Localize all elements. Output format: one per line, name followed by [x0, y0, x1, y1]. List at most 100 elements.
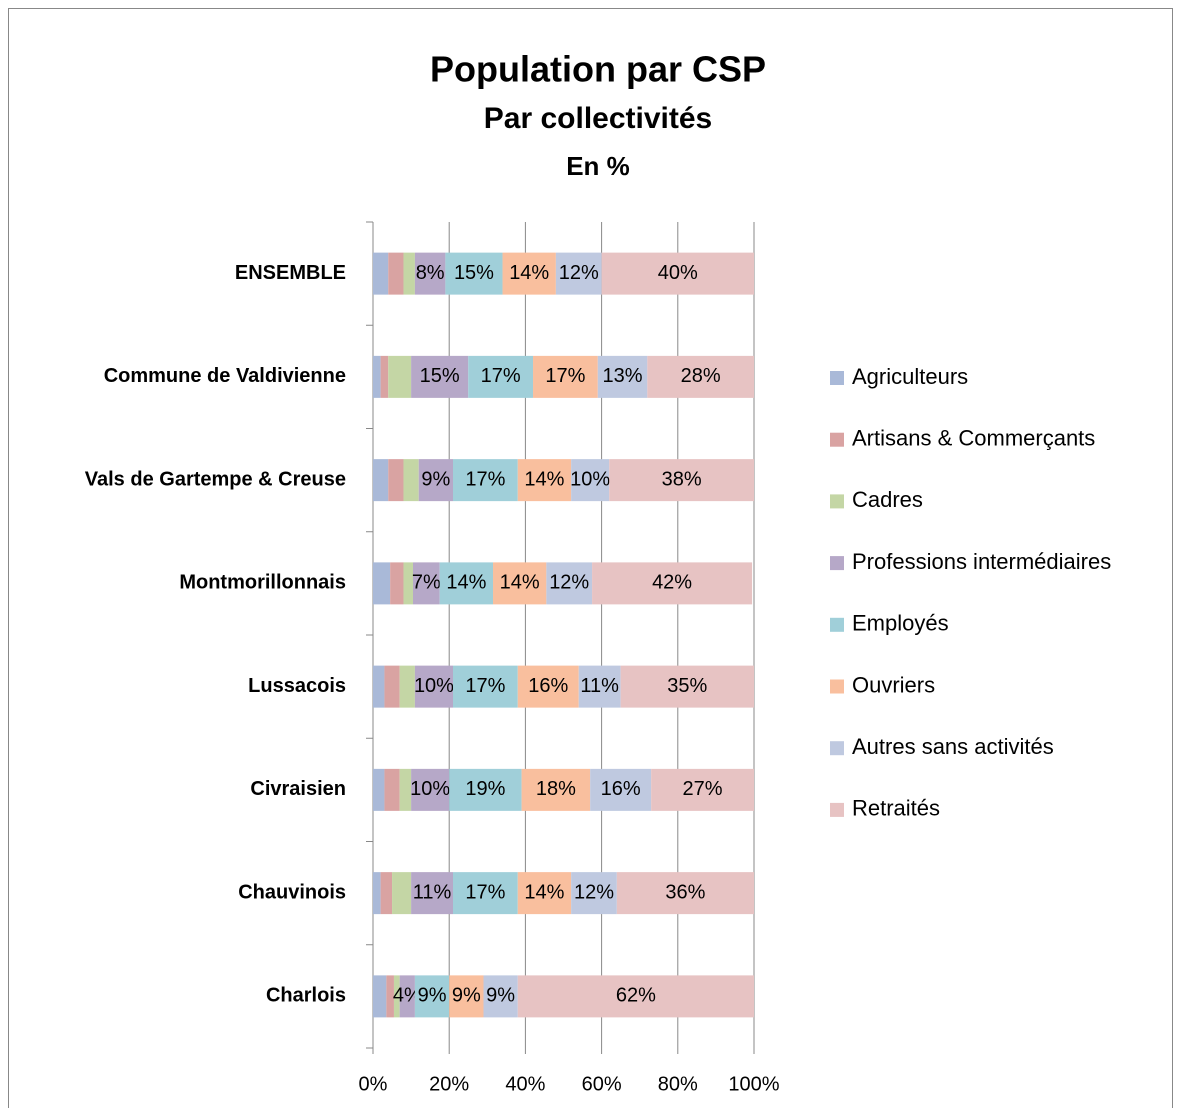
category-label: Chauvinois — [238, 881, 346, 903]
data-label: 17% — [481, 365, 521, 387]
bar-segment — [555, 252, 602, 295]
data-label: 9% — [486, 985, 515, 1007]
data-label: 12% — [549, 572, 589, 594]
bar-segment — [373, 665, 385, 708]
data-label: 62% — [616, 985, 656, 1007]
bar-segment — [392, 872, 412, 915]
bar-segment — [411, 355, 469, 398]
bar-segment — [592, 562, 753, 605]
bar-segment — [393, 975, 400, 1018]
bar-segment — [384, 665, 400, 708]
bar-segment — [414, 665, 454, 708]
legend-label: Employés — [852, 611, 949, 636]
legend-label: Artisans & Commerçants — [852, 426, 1095, 451]
bar-segment — [403, 459, 419, 502]
category-label: Vals de Gartempe & Creuse — [85, 468, 346, 490]
category-label: Charlois — [266, 985, 346, 1007]
x-tick-label: 80% — [658, 1073, 698, 1095]
category-label: Commune de Valdivienne — [104, 365, 346, 387]
data-label: 13% — [603, 365, 643, 387]
legend-swatch — [830, 679, 844, 694]
bar-segment — [453, 459, 518, 502]
bar-segment — [493, 562, 547, 605]
data-label: 14% — [524, 881, 564, 903]
bar-segment — [388, 459, 404, 502]
data-label: 9% — [418, 985, 447, 1007]
data-label: 10% — [414, 675, 454, 697]
bar-segment — [449, 975, 484, 1018]
data-label: 17% — [465, 675, 505, 697]
chart-subtitle: Par collectivités — [484, 102, 712, 135]
bar-segment — [373, 355, 381, 398]
bar-segment — [616, 872, 754, 915]
data-label: 40% — [658, 262, 698, 284]
data-label: 15% — [420, 365, 460, 387]
data-label: 16% — [528, 675, 568, 697]
legend-swatch — [830, 802, 844, 817]
category-label: ENSEMBLE — [235, 262, 346, 284]
bar-segment — [373, 562, 391, 605]
data-label: 9% — [421, 468, 450, 490]
bar-segment — [468, 355, 534, 398]
bar-segment — [601, 252, 754, 295]
data-label: 36% — [665, 881, 705, 903]
x-tick-label: 100% — [728, 1073, 779, 1095]
bar-segment — [411, 872, 454, 915]
bar-segment — [439, 562, 494, 605]
legend-swatch — [830, 617, 844, 632]
bar-segment — [571, 459, 610, 502]
bar-segment — [517, 665, 579, 708]
bar-segment — [414, 975, 450, 1018]
legend-swatch — [830, 556, 844, 571]
data-label: 38% — [662, 468, 702, 490]
x-tick-label: 0% — [359, 1073, 388, 1095]
bar-segment — [546, 562, 593, 605]
bar-segment — [386, 975, 394, 1018]
bar-segment — [373, 975, 387, 1018]
bar-segment — [521, 768, 591, 811]
bar-segment — [453, 665, 518, 708]
data-label: 14% — [500, 572, 540, 594]
bar-segment — [647, 355, 754, 398]
data-label: 14% — [509, 262, 549, 284]
bar-segment — [390, 562, 404, 605]
category-label: Civraisien — [250, 778, 346, 800]
bar-segment — [399, 975, 415, 1018]
bar-segment — [578, 665, 621, 708]
bar-segment — [418, 459, 454, 502]
bar-segment — [533, 355, 598, 398]
data-label: 11% — [413, 881, 452, 903]
bar-segment — [590, 768, 652, 811]
legend-label: Retraités — [852, 796, 940, 821]
bar-segment — [403, 252, 415, 295]
bar-segment — [373, 768, 385, 811]
bar-segment — [380, 355, 389, 398]
chart-title: Population par CSP — [430, 49, 766, 90]
legend-swatch — [830, 432, 844, 447]
data-label: 42% — [652, 572, 692, 594]
legend-swatch — [830, 741, 844, 756]
bar-segment — [571, 872, 617, 915]
data-label: 17% — [465, 881, 505, 903]
data-label: 16% — [601, 778, 641, 800]
legend-label: Cadres — [852, 487, 923, 512]
bar-segment — [403, 562, 414, 605]
chart-frame — [8, 8, 1173, 1108]
unit-label: En % — [566, 151, 630, 181]
bar-segment — [411, 768, 450, 811]
data-label: 12% — [559, 262, 599, 284]
data-label: 10% — [410, 778, 450, 800]
bar-segment — [517, 975, 754, 1018]
data-label: 19% — [465, 778, 505, 800]
bar-segment — [445, 252, 503, 295]
data-label: 12% — [574, 881, 614, 903]
data-label: 27% — [683, 778, 723, 800]
bar-segment — [453, 872, 518, 915]
bar-segment — [517, 872, 572, 915]
data-label: 11% — [580, 675, 619, 697]
data-label: 7% — [412, 572, 441, 594]
x-tick-label: 60% — [582, 1073, 622, 1095]
bar-segment — [373, 459, 389, 502]
data-label: 28% — [681, 365, 721, 387]
